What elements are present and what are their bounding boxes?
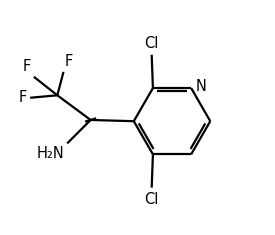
Text: Cl: Cl: [144, 35, 159, 51]
Text: F: F: [23, 59, 31, 74]
Text: N: N: [196, 79, 207, 94]
Text: F: F: [65, 54, 73, 69]
Text: F: F: [19, 90, 27, 105]
Text: H₂N: H₂N: [37, 146, 65, 161]
Text: Cl: Cl: [144, 192, 159, 207]
